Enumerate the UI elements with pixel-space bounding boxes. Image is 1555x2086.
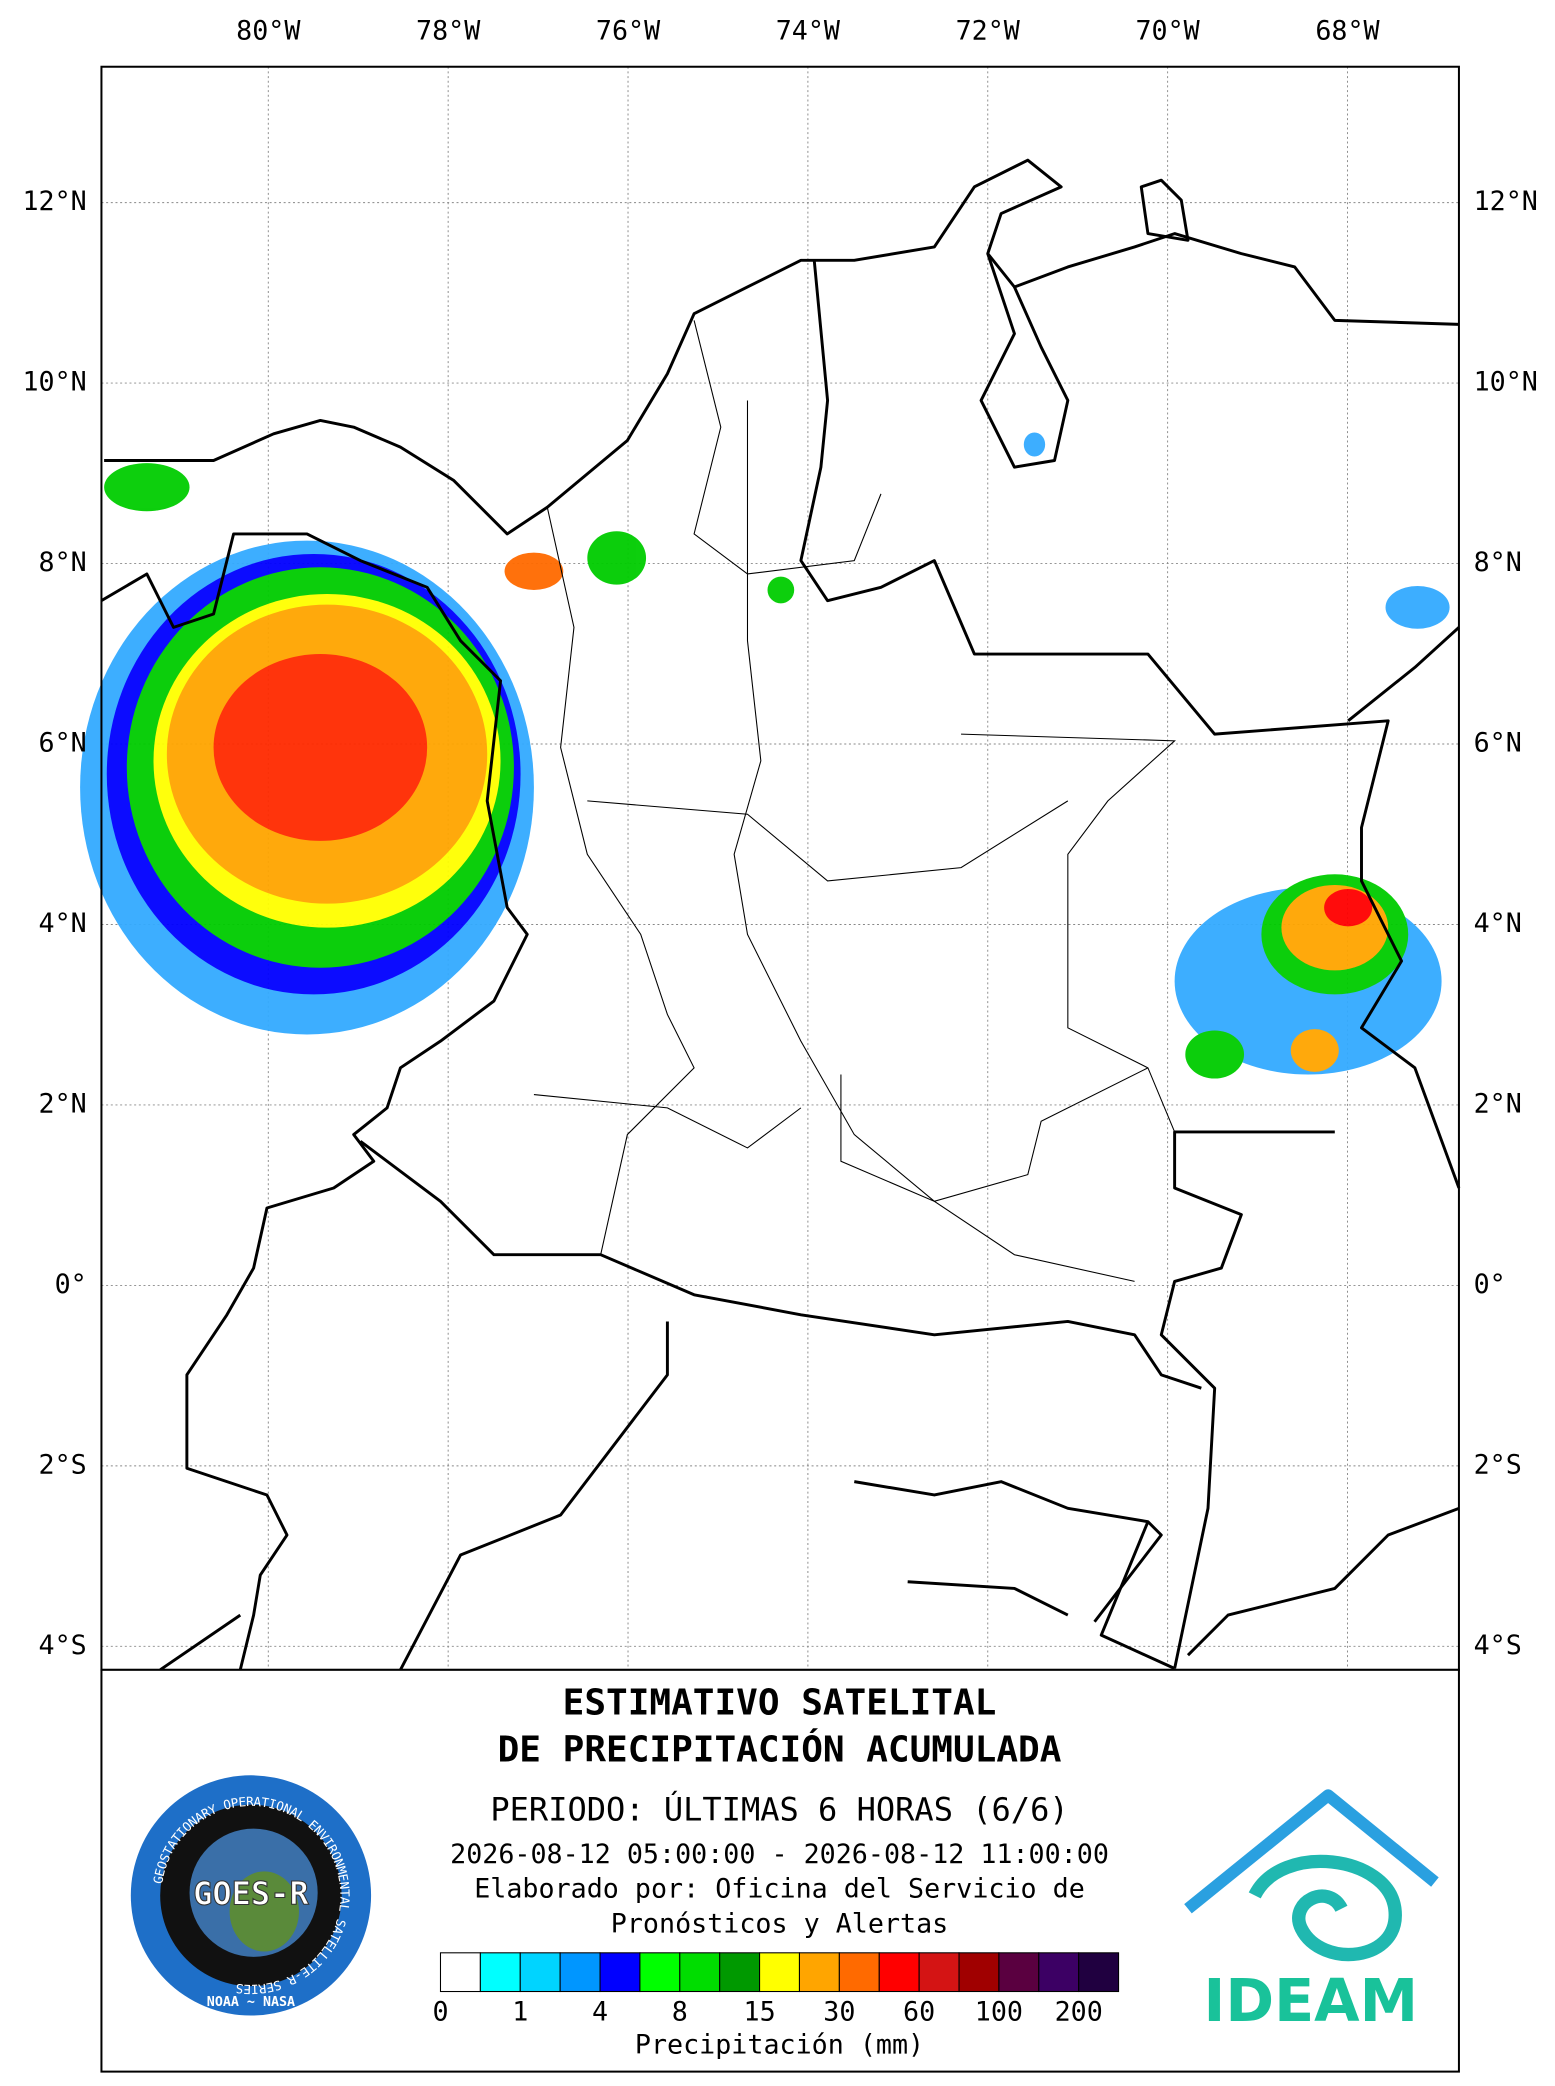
colorbar-swatch <box>958 1952 1000 1993</box>
longitude-label: 70°W <box>1135 16 1200 47</box>
colorbar-swatch <box>998 1952 1040 1993</box>
precipitation <box>80 432 1450 1079</box>
coastlines <box>100 158 1461 1672</box>
date-range: 2026-08-12 05:00:00 - 2026-08-12 11:00:0… <box>450 1839 1109 1870</box>
latitude-label: 2°S <box>1474 1449 1522 1480</box>
colorbar-label: Precipitación (mm) <box>635 2030 924 2061</box>
colorbar-tick-label: 0 <box>432 1996 448 2027</box>
title-line: DE PRECIPITACIÓN ACUMULADA <box>498 1728 1062 1770</box>
colorbar-tick-label: 200 <box>1055 1996 1103 2027</box>
latitude-label: 10°N <box>1474 367 1538 398</box>
colorbar-swatch <box>599 1952 641 1993</box>
latitude-label: 4°N <box>39 908 87 939</box>
latitude-label: 4°S <box>1474 1630 1522 1661</box>
goes-footer: NOAA ~ NASA <box>207 1995 295 2010</box>
latitude-label: 0° <box>55 1269 87 1300</box>
colorbar-tick-label: 8 <box>672 1996 688 2027</box>
latitude-label: 12°N <box>22 186 86 217</box>
colorbar-tick-label: 4 <box>592 1996 608 2027</box>
title-line: ESTIMATIVO SATELITAL <box>563 1683 997 1724</box>
colorbar-tick-label: 15 <box>744 1996 776 2027</box>
colorbar-tick-label: 30 <box>823 1996 855 2027</box>
longitude-label: 72°W <box>956 16 1021 47</box>
latitude-label: 4°N <box>1474 908 1522 939</box>
departments <box>533 320 1176 1282</box>
latitude-label: 2°N <box>39 1088 87 1119</box>
colorbar-swatch <box>559 1952 601 1993</box>
colorbar-swatch <box>719 1952 761 1993</box>
colorbar-swatch <box>519 1952 561 1993</box>
colorbar-tick-label: 60 <box>903 1996 935 2027</box>
longitude-label: 80°W <box>236 16 301 47</box>
goes-name: GOES-R <box>193 1874 309 1912</box>
colorbar-swatch <box>798 1952 840 1993</box>
colorbar-swatch <box>1038 1952 1080 1993</box>
credit: Elaborado por: Oficina del Servicio de <box>474 1874 1085 1905</box>
colorbar-tick-label: 1 <box>512 1996 528 2027</box>
colorbar-swatch <box>878 1952 920 1993</box>
longitude-label: 78°W <box>416 16 481 47</box>
colorbar-swatch <box>679 1952 721 1993</box>
scaled-content: 80°W 78°W 76°W 74°W 72°W 70°W 68°W12°N 12°N10°N… <box>22 16 1538 2073</box>
colorbar-swatch <box>439 1952 481 1993</box>
colorbar-swatch <box>759 1952 801 1993</box>
latitude-label: 8°N <box>1474 547 1522 578</box>
period: PERIODO: ÚLTIMAS 6 HORAS (6/6) <box>490 1789 1068 1828</box>
colorbar-swatch <box>918 1952 960 1993</box>
latitude-label: 0° <box>1474 1269 1506 1300</box>
ideam-name: IDEAM <box>1203 1966 1418 2035</box>
colorbar-swatch <box>639 1952 681 1993</box>
latitude-label: 4°S <box>39 1630 87 1661</box>
latitude-label: 2°N <box>1474 1088 1522 1119</box>
map-labels: 80°W 78°W 76°W 74°W 72°W 70°W 68°W 12°N 12°N 10°N… <box>22 16 1537 1661</box>
colorbar: 0 1 4 8 15 30 60 100 200 <box>432 1952 1120 2027</box>
credit: Pronósticos y Alertas <box>611 1908 948 1939</box>
colorbar-swatch <box>479 1952 521 1993</box>
latitude-label: 12°N <box>1474 186 1538 217</box>
colorbar-tick-label: 100 <box>975 1996 1023 2027</box>
longitude-label: 68°W <box>1315 16 1380 47</box>
latitude-label: 2°S <box>39 1449 87 1480</box>
latitude-label: 10°N <box>22 367 86 398</box>
latitude-label: 8°N <box>39 547 87 578</box>
latitude-label: 6°N <box>1474 728 1522 759</box>
goes-logo: GEOSTATIONARY OPERATIONAL ENVIRONMENTAL … <box>130 1775 372 2016</box>
longitude-label: 74°W <box>776 16 841 47</box>
ideam-logo: IDEAM <box>1184 1789 1439 2035</box>
colorbar-swatch <box>838 1952 880 1993</box>
colorbar-swatch <box>1078 1952 1120 1993</box>
longitude-label: 76°W <box>596 16 661 47</box>
latitude-label: 6°N <box>39 728 87 759</box>
